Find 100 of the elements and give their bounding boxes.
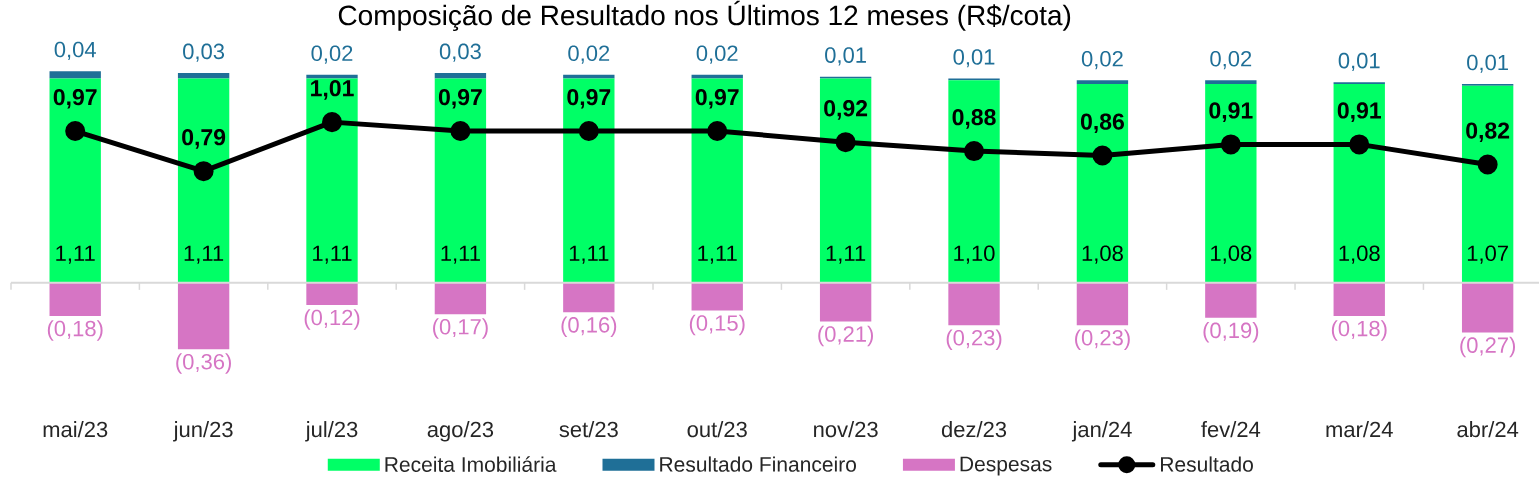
bar [177, 282, 230, 350]
legend-label: Resultado Financeiro [660, 456, 856, 472]
x-tick-label: mar/24 [1326, 421, 1393, 438]
data-label: 0,97 [695, 88, 739, 109]
bar [1076, 84, 1129, 283]
data-label: 1,11 [569, 245, 609, 264]
data-label: 0,04 [54, 41, 96, 60]
point [450, 121, 471, 142]
bar [1205, 80, 1257, 85]
x-tick-label: jul/23 [305, 421, 358, 442]
x-tick-label: ago/23 [427, 421, 494, 442]
bar [434, 78, 487, 283]
bar [49, 78, 101, 283]
bar [563, 74, 615, 79]
x-tick-label: out/23 [687, 421, 747, 438]
bar [691, 282, 743, 311]
bar [306, 78, 358, 283]
legend-label: Despesas [960, 456, 1052, 476]
data-label: 0,97 [438, 88, 482, 109]
data-label: 0,82 [1466, 122, 1510, 143]
data-label: (0,18) [1331, 320, 1387, 341]
data-label: 0,02 [568, 45, 610, 64]
bar [434, 72, 487, 79]
bar [177, 72, 230, 79]
data-label: 0,02 [1210, 50, 1252, 70]
bar [563, 78, 615, 283]
data-label: 1,10 [954, 245, 995, 264]
bar [1333, 282, 1385, 316]
data-label: 0,01 [1467, 54, 1508, 73]
point [1349, 134, 1370, 155]
data-label: 0,01 [953, 49, 995, 68]
bar [1461, 85, 1514, 283]
bar [948, 80, 1000, 283]
data-label: 0,92 [824, 100, 868, 120]
legend-label: Resultado [1161, 456, 1253, 472]
x-tick-label: nov/23 [814, 421, 878, 438]
data-label: 0,79 [182, 129, 226, 149]
bar [563, 282, 615, 313]
bar [1076, 80, 1129, 85]
bar [1461, 282, 1514, 333]
bar [177, 78, 230, 283]
data-label: 0,97 [53, 88, 97, 109]
data-label: 0,88 [952, 109, 996, 129]
data-label: 1,11 [441, 245, 480, 264]
point [65, 121, 86, 142]
data-label: (0,36) [176, 353, 231, 374]
data-label: 1,07 [1467, 245, 1508, 264]
point [1477, 154, 1498, 175]
data-label: 1,08 [1082, 245, 1123, 264]
point [1220, 134, 1241, 155]
data-label: 0,86 [1080, 113, 1124, 134]
bar [306, 74, 358, 79]
data-label: 1,11 [826, 245, 866, 264]
point [835, 132, 856, 153]
data-label: (0,17) [433, 318, 488, 339]
bar [1205, 282, 1257, 318]
x-tick-label: jan/24 [1071, 421, 1132, 442]
x-tick-label: mai/23 [43, 421, 108, 438]
data-label: 0,91 [1209, 102, 1253, 122]
point [707, 121, 728, 142]
point [1092, 145, 1113, 166]
data-label: 0,91 [1337, 102, 1381, 122]
data-label: (0,15) [689, 314, 745, 336]
data-label: 0,97 [567, 88, 611, 109]
x-tick-label: fev/24 [1201, 421, 1261, 438]
data-label: 1,08 [1339, 245, 1380, 264]
data-label: 1,08 [1211, 245, 1252, 264]
point [193, 161, 214, 182]
point [964, 141, 985, 162]
data-label: 0,01 [825, 47, 866, 66]
data-label: (0,12) [304, 309, 360, 330]
data-label: 1,11 [313, 245, 352, 264]
bar [819, 78, 872, 283]
x-tick-label: dez/23 [941, 421, 1007, 438]
bar [306, 282, 358, 305]
bar [948, 282, 1000, 326]
data-label: 0,02 [696, 45, 738, 64]
data-label: (0,23) [1075, 329, 1130, 350]
data-label: (0,23) [946, 329, 1002, 350]
data-label: 1,11 [698, 245, 737, 264]
data-label: (0,18) [47, 320, 103, 341]
x-tick-label: jun/23 [173, 421, 233, 442]
bar [1205, 84, 1257, 283]
bar [434, 282, 487, 315]
data-label: 1,11 [184, 245, 224, 264]
bar [1333, 84, 1385, 283]
data-label: (0,21) [818, 325, 873, 347]
point [578, 121, 599, 142]
chart-title: Composição de Resultado nos Últimos 12 meses (R$/cota) [338, 0, 1071, 31]
data-label: (0,27) [1460, 336, 1516, 358]
bar [691, 74, 743, 79]
bar [691, 78, 743, 283]
data-label: 0,02 [1081, 50, 1123, 70]
data-label: 1,01 [311, 80, 354, 100]
data-label: 0,03 [183, 43, 225, 62]
bar [819, 282, 872, 322]
data-label: 0,02 [311, 45, 353, 64]
bar [49, 71, 101, 79]
bar [1076, 282, 1129, 326]
point [322, 112, 343, 133]
